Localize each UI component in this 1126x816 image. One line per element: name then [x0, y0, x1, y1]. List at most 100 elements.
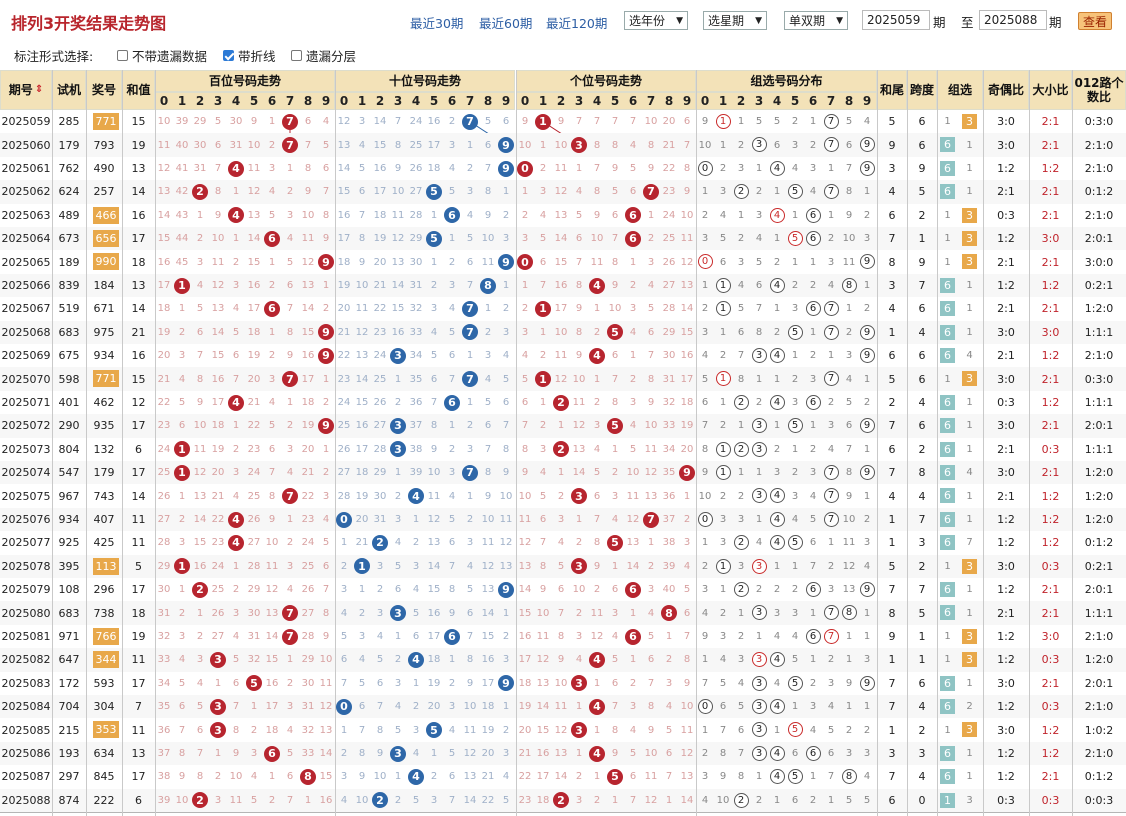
tens-ball[interactable]: 7 — [462, 324, 478, 341]
tens-ball[interactable]: 3 — [390, 441, 406, 458]
tens-ball[interactable]: 9 — [498, 254, 514, 271]
tens-ball[interactable]: 9 — [498, 137, 514, 154]
units-ball[interactable]: 5 — [607, 417, 623, 434]
link-recent-120[interactable]: 最近120期 — [546, 16, 608, 31]
hundreds-ball[interactable]: 6 — [264, 230, 280, 247]
option-no-miss[interactable]: 不带遗漏数据 — [117, 46, 207, 65]
hundreds-ball[interactable]: 1 — [174, 464, 190, 481]
weekday-select[interactable]: 选星期 ▼ — [703, 11, 767, 30]
units-ball[interactable]: 5 — [607, 768, 623, 785]
checkbox-icon[interactable] — [117, 50, 128, 61]
sort-arrows-icon[interactable]: ⇕ — [34, 84, 44, 95]
units-ball[interactable]: 0 — [517, 160, 533, 177]
units-ball[interactable]: 0 — [517, 254, 533, 271]
units-ball[interactable]: 4 — [589, 698, 605, 715]
tens-ball[interactable]: 3 — [390, 605, 406, 622]
hundreds-ball[interactable]: 7 — [282, 628, 298, 645]
tens-ball[interactable]: 0 — [336, 511, 352, 528]
hundreds-ball[interactable]: 7 — [282, 371, 298, 388]
tens-ball[interactable]: 4 — [408, 651, 424, 668]
tens-ball[interactable]: 3 — [390, 417, 406, 434]
units-ball[interactable]: 6 — [625, 230, 641, 247]
units-ball[interactable]: 4 — [589, 277, 605, 294]
link-recent-60[interactable]: 最近60期 — [479, 16, 533, 31]
hundreds-ball[interactable]: 7 — [282, 137, 298, 154]
units-ball[interactable]: 9 — [679, 464, 695, 481]
hundreds-ball[interactable]: 7 — [282, 605, 298, 622]
units-ball[interactable]: 6 — [625, 207, 641, 224]
units-ball[interactable]: 5 — [607, 534, 623, 551]
tens-ball[interactable]: 7 — [462, 113, 478, 130]
hundreds-ball[interactable]: 2 — [192, 183, 208, 200]
units-ball[interactable]: 2 — [553, 792, 569, 809]
hundreds-ball[interactable]: 7 — [282, 113, 298, 130]
hundreds-ball[interactable]: 3 — [210, 651, 226, 668]
tens-ball[interactable]: 3 — [390, 347, 406, 364]
hundreds-ball[interactable]: 2 — [192, 792, 208, 809]
tens-ball[interactable]: 3 — [390, 745, 406, 762]
tens-ball[interactable]: 4 — [408, 768, 424, 785]
hundreds-ball[interactable]: 4 — [228, 207, 244, 224]
units-ball[interactable]: 7 — [643, 511, 659, 528]
tens-ball[interactable]: 6 — [444, 394, 460, 411]
units-ball[interactable]: 2 — [553, 394, 569, 411]
units-ball[interactable]: 8 — [661, 605, 677, 622]
option-layered[interactable]: 遗漏分层 — [291, 46, 356, 65]
hundreds-ball[interactable]: 6 — [264, 300, 280, 317]
link-recent-30[interactable]: 最近30期 — [410, 16, 464, 31]
tens-ball[interactable]: 0 — [336, 698, 352, 715]
tens-ball[interactable]: 6 — [444, 628, 460, 645]
tens-ball[interactable]: 9 — [498, 675, 514, 692]
units-ball[interactable]: 3 — [571, 675, 587, 692]
header-issue[interactable]: 期号 ⇕ — [0, 70, 52, 110]
units-ball[interactable]: 2 — [553, 441, 569, 458]
hundreds-ball[interactable]: 9 — [318, 417, 334, 434]
hundreds-ball[interactable]: 3 — [210, 698, 226, 715]
tens-ball[interactable]: 1 — [354, 558, 370, 575]
tens-ball[interactable]: 9 — [498, 581, 514, 598]
hundreds-ball[interactable]: 1 — [174, 277, 190, 294]
hundreds-ball[interactable]: 9 — [318, 324, 334, 341]
hundreds-ball[interactable]: 6 — [264, 745, 280, 762]
hundreds-ball[interactable]: 4 — [228, 511, 244, 528]
from-issue-input[interactable]: 2025059 — [862, 10, 930, 30]
units-ball[interactable]: 3 — [571, 558, 587, 575]
option-with-line[interactable]: 带折线 — [223, 46, 276, 65]
hundreds-ball[interactable]: 8 — [300, 768, 316, 785]
hundreds-ball[interactable]: 9 — [318, 254, 334, 271]
tens-ball[interactable]: 5 — [426, 722, 442, 739]
units-ball[interactable]: 1 — [535, 300, 551, 317]
hundreds-ball[interactable]: 4 — [228, 394, 244, 411]
tens-ball[interactable]: 2 — [372, 534, 388, 551]
units-ball[interactable]: 6 — [625, 581, 641, 598]
hundreds-ball[interactable]: 4 — [228, 534, 244, 551]
units-ball[interactable]: 3 — [571, 488, 587, 505]
hundreds-ball[interactable]: 1 — [174, 441, 190, 458]
checkbox-icon[interactable] — [291, 50, 302, 61]
tens-ball[interactable]: 9 — [498, 160, 514, 177]
units-ball[interactable]: 4 — [589, 745, 605, 762]
hundreds-ball[interactable]: 9 — [318, 347, 334, 364]
tens-ball[interactable]: 5 — [426, 230, 442, 247]
year-select[interactable]: 选年份 ▼ — [624, 11, 688, 30]
oddeven-issue-select[interactable]: 单双期 ▼ — [784, 11, 848, 30]
units-ball[interactable]: 1 — [535, 371, 551, 388]
hundreds-ball[interactable]: 5 — [246, 675, 262, 692]
units-ball[interactable]: 4 — [589, 347, 605, 364]
units-ball[interactable]: 1 — [535, 113, 551, 130]
tens-ball[interactable]: 7 — [462, 371, 478, 388]
units-ball[interactable]: 3 — [571, 137, 587, 154]
hundreds-ball[interactable]: 4 — [228, 160, 244, 177]
hundreds-ball[interactable]: 1 — [174, 558, 190, 575]
tens-ball[interactable]: 2 — [372, 792, 388, 809]
units-ball[interactable]: 3 — [571, 722, 587, 739]
tens-ball[interactable]: 8 — [480, 277, 496, 294]
tens-ball[interactable]: 7 — [462, 464, 478, 481]
tens-ball[interactable]: 7 — [462, 300, 478, 317]
units-ball[interactable]: 5 — [607, 324, 623, 341]
tens-ball[interactable]: 5 — [426, 183, 442, 200]
units-ball[interactable]: 6 — [625, 628, 641, 645]
tens-ball[interactable]: 4 — [408, 488, 424, 505]
query-button[interactable]: 查看 — [1078, 12, 1112, 30]
tens-ball[interactable]: 6 — [444, 207, 460, 224]
